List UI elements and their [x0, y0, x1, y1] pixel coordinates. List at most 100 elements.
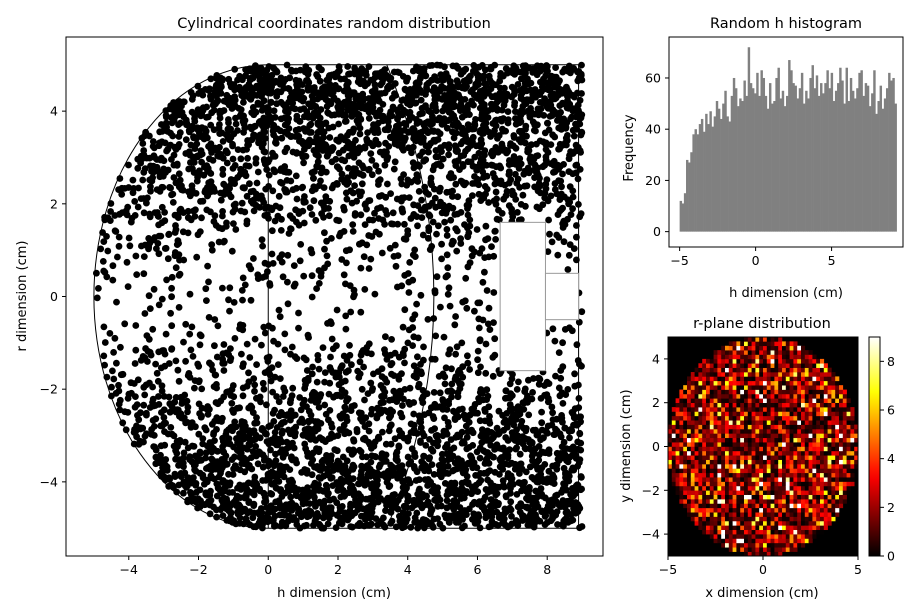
scatter-point — [231, 96, 239, 104]
scatter-point — [561, 65, 569, 73]
scatter-point — [378, 249, 386, 257]
scatter-point — [504, 69, 511, 77]
scatter-point — [451, 142, 459, 150]
scatter-point — [104, 247, 112, 255]
scatter-point — [238, 287, 246, 294]
scatter-point — [197, 198, 204, 205]
scatter-point — [468, 136, 475, 144]
scatter-point — [452, 313, 459, 320]
scatter-point — [300, 272, 308, 280]
scatter-point — [411, 311, 419, 319]
scatter-point — [161, 428, 168, 435]
scatter-point — [155, 221, 163, 229]
scatter-point — [110, 375, 118, 383]
scatter-point — [443, 251, 451, 259]
scatter-point — [532, 173, 540, 181]
scatter-point — [335, 105, 342, 113]
scatter-point — [104, 214, 112, 222]
scatter-point — [461, 85, 469, 92]
scatter-point — [365, 114, 373, 122]
scatter-point — [574, 438, 582, 446]
scatter-point — [219, 284, 226, 292]
scatter-point — [240, 99, 247, 106]
scatter-point — [561, 424, 569, 432]
scatter-point — [111, 334, 119, 342]
scatter-point — [432, 332, 440, 340]
scatter-point — [460, 439, 468, 447]
scatter-point — [576, 360, 583, 368]
scatter-point — [247, 265, 255, 273]
scatter-point — [231, 335, 239, 342]
scatter-point — [392, 126, 399, 134]
scatter-point — [476, 128, 484, 136]
scatter-point — [532, 475, 539, 483]
scatter-point — [295, 132, 303, 140]
scatter-point — [564, 132, 571, 139]
scatter-point — [176, 412, 183, 420]
scatter-point — [243, 217, 251, 225]
scatter-point — [544, 119, 551, 127]
scatter-point — [277, 167, 284, 174]
scatter-point — [308, 249, 316, 257]
scatter-point — [275, 412, 283, 420]
scatter-point — [177, 470, 185, 477]
scatter-point — [457, 235, 464, 243]
scatter-point — [481, 493, 489, 501]
scatter-point — [339, 111, 347, 119]
scatter-point — [281, 511, 288, 519]
scatter-point — [269, 260, 277, 267]
scatter-point — [347, 523, 355, 530]
scatter-point — [435, 222, 442, 230]
scatter-point — [413, 374, 420, 381]
scatter-point — [265, 353, 273, 361]
scatter-point — [337, 517, 345, 525]
scatter-point — [249, 104, 257, 111]
scatter-point — [287, 416, 294, 424]
scatter-point — [218, 489, 226, 497]
scatter-point — [129, 189, 137, 197]
scatter-point — [196, 503, 204, 511]
scatter-point — [195, 457, 203, 464]
scatter-point — [250, 255, 257, 262]
scatter-point — [307, 86, 315, 93]
scatter-point — [242, 515, 250, 523]
scatter-point — [406, 108, 414, 116]
scatter-point — [278, 134, 286, 142]
scatter-point — [277, 115, 285, 123]
scatter-point — [455, 518, 462, 526]
scatter-point — [273, 67, 280, 75]
scatter-point — [276, 254, 284, 262]
scatter-point — [351, 182, 358, 190]
scatter-point — [285, 85, 293, 93]
scatter-point — [146, 210, 153, 218]
scatter-point — [541, 510, 549, 518]
scatter-point — [284, 300, 292, 308]
scatter-point — [433, 432, 441, 439]
scatter-point — [361, 396, 368, 404]
scatter-point — [485, 199, 492, 206]
scatter-point — [263, 401, 270, 409]
scatter-point — [492, 163, 500, 171]
scatter-point — [172, 357, 180, 365]
scatter-point — [323, 485, 331, 493]
scatter-point — [137, 152, 145, 160]
scatter-point — [450, 506, 458, 513]
scatter-point — [464, 428, 472, 436]
scatter-point — [180, 454, 187, 462]
scatter-point — [564, 386, 572, 393]
scatter-point — [295, 507, 303, 515]
scatter-point — [308, 370, 316, 378]
scatter-point — [261, 498, 268, 506]
scatter-point — [432, 153, 440, 161]
scatter-point — [499, 445, 507, 453]
scatter-point — [498, 140, 506, 148]
scatter-point — [542, 146, 550, 153]
scatter-point — [332, 373, 340, 381]
scatter-point — [355, 374, 363, 381]
scatter-point — [295, 324, 302, 332]
scatter-point — [259, 84, 267, 92]
scatter-point — [254, 168, 262, 176]
scatter-point — [454, 389, 462, 397]
scatter-point — [118, 184, 126, 192]
scatter-point — [298, 469, 305, 476]
